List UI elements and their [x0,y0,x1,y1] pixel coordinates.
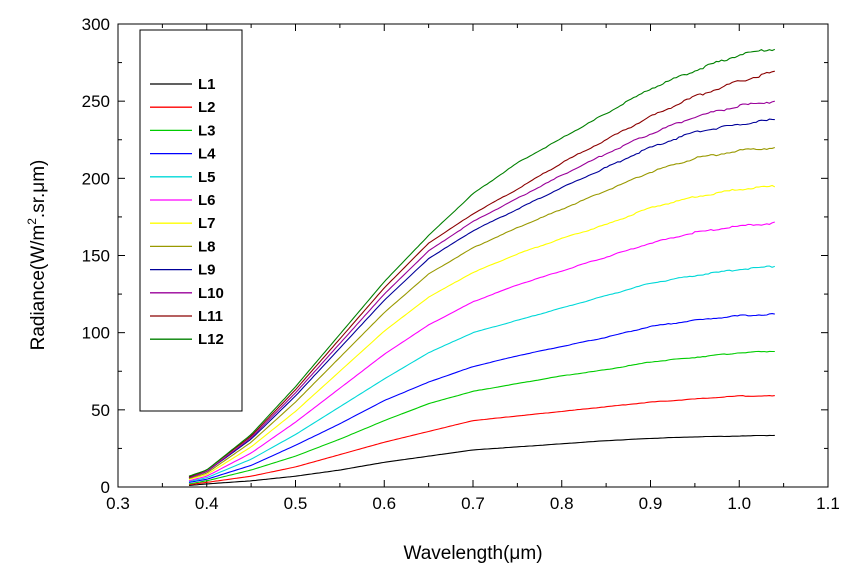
x-tick-label: 0.9 [639,494,663,513]
legend-label-l11: L11 [198,308,223,325]
x-tick-label: 0.6 [372,494,396,513]
y-tick-label: 150 [82,247,110,266]
series-line-l3 [188,350,775,485]
y-axis-title-superscript: 2 [25,218,39,225]
y-tick-label: 50 [91,401,110,420]
x-tick-label: 1.0 [727,494,751,513]
y-tick-label: 200 [82,169,110,188]
legend-label-l7: L7 [198,215,216,232]
y-tick-label: 250 [82,92,110,111]
x-tick-label: 0.8 [550,494,574,513]
series-line-l12 [188,48,776,477]
series-line-l2 [188,395,775,486]
legend-label-l8: L8 [198,238,216,255]
legend-label-l3: L3 [198,122,216,139]
legend-label-l4: L4 [198,146,216,163]
series-line-l11 [188,70,775,478]
series-line-l5 [188,265,775,483]
y-axis-title-main: Radiance(W/m [28,225,49,351]
series-line-l10 [188,100,775,479]
legend-label-l5: L5 [198,169,216,186]
x-tick-label: 0.7 [461,494,485,513]
legend-label-l10: L10 [198,285,224,302]
legend-label-l12: L12 [198,331,224,348]
x-tick-label: 0.5 [284,494,308,513]
series-line-l1 [188,434,775,487]
legend-label-l9: L9 [198,262,216,279]
legend-label-l2: L2 [198,99,216,116]
y-tick-label: 100 [82,324,110,343]
legend-label-l6: L6 [198,192,216,209]
legend-label-l1: L1 [198,76,216,93]
y-axis-title-tail: .sr.μm) [28,160,49,218]
x-tick-label: 1.1 [816,494,840,513]
series-line-l8 [188,146,775,480]
series-lines [188,48,776,487]
series-line-l9 [188,118,775,479]
y-axis-title: Radiance(W/m2.sr.μm) [25,160,49,351]
y-tick-label: 0 [101,478,110,497]
y-tick-label: 300 [82,15,110,34]
series-line-l7 [188,184,776,480]
series-line-l6 [188,221,775,482]
series-line-l4 [188,313,775,483]
tick-labels: 0.3 0.4 0.5 0.6 0.7 0.8 0.9 1.0 1.1 0 50 100 150 200 2… [82,15,840,513]
legend: L1 L2 L3 L4 L5 L6 L7 L8 L9 L10 L11 L12 [150,76,224,348]
axis-ticks [117,23,829,488]
x-tick-label: 0.3 [106,494,130,513]
x-axis-title: Wavelength(μm) [403,543,542,564]
x-tick-label: 0.4 [195,494,219,513]
legend-box [139,29,243,412]
